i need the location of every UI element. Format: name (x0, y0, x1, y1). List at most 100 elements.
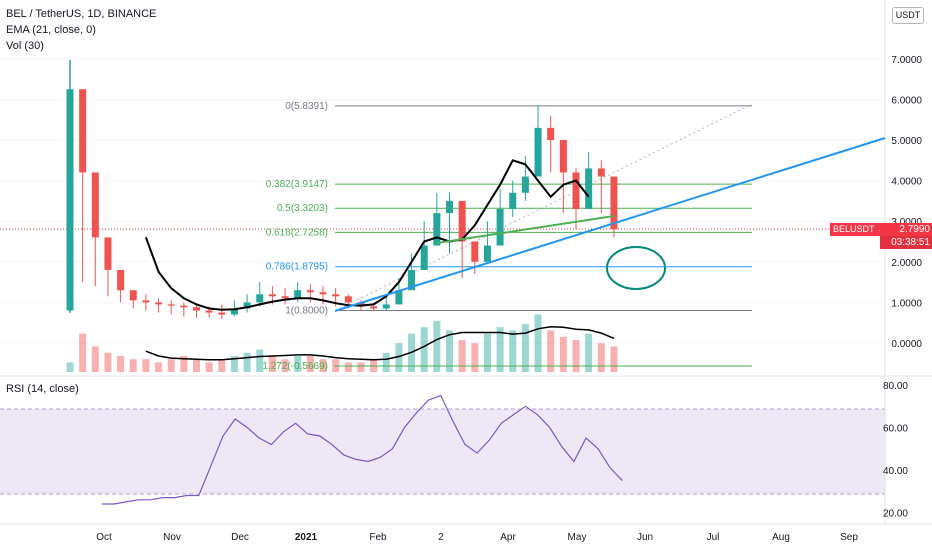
time-tick-label: Nov (163, 532, 181, 543)
volume-bar (79, 333, 87, 372)
time-tick-label: May (568, 532, 587, 543)
candle-body (319, 292, 327, 295)
candle-body (471, 241, 479, 262)
price-tick-label: 2.0000 (891, 258, 922, 269)
candle-body (129, 290, 137, 301)
volume-bar (357, 362, 365, 372)
candle-body (306, 290, 314, 293)
volume-bar (547, 330, 555, 372)
candle-body (91, 172, 99, 238)
candle-body (433, 213, 441, 246)
time-tick-label: Aug (772, 532, 790, 543)
volume-bar (572, 340, 580, 372)
volume-bar (471, 343, 479, 372)
volume-bar (193, 359, 200, 372)
candle-body (610, 176, 618, 230)
candle-body (344, 296, 352, 303)
volume-bar (281, 359, 289, 372)
time-tick-label: Jul (707, 532, 720, 543)
fib-level-label: 0.786(1.8795) (266, 262, 328, 273)
volume-bar (205, 362, 213, 372)
volume-bar (344, 362, 352, 372)
volume-bar (382, 352, 390, 372)
rsi-legend[interactable]: RSI (14, close) (6, 383, 79, 395)
volume-bar (458, 340, 466, 372)
rsi-band (0, 409, 885, 494)
candle-body (395, 290, 403, 305)
candle-body (547, 127, 555, 140)
volume-bar (420, 327, 428, 372)
time-tick-label: 2021 (295, 532, 318, 543)
fib-level-label: 0.618(2.7258) (266, 227, 328, 238)
currency-button[interactable]: USDT (892, 7, 924, 24)
candle-body (597, 168, 605, 177)
volume-bar (268, 356, 276, 372)
candle-body (281, 296, 289, 299)
ema-legend[interactable]: EMA (21, close, 0) (6, 24, 96, 36)
fib-level-label: 0.382(3.9147) (266, 179, 328, 190)
symbol-title: BEL / TetherUS, 1D, BINANCE (6, 8, 157, 20)
candle-body (509, 192, 517, 210)
candle-body (572, 172, 580, 210)
candle-body (79, 89, 87, 173)
rsi-line (102, 394, 623, 505)
candle-body (117, 269, 125, 291)
candle-body (585, 168, 593, 210)
candle-body (205, 310, 213, 313)
candle-body (294, 290, 302, 299)
candle-body (521, 176, 529, 193)
candle-body (268, 294, 276, 297)
price-tick-label: 6.0000 (891, 95, 922, 106)
last-price-badge: 2.7990 (880, 223, 932, 236)
volume-bar (129, 359, 137, 372)
candle-body (496, 209, 504, 246)
volume-bar (446, 330, 453, 372)
time-tick-label: Apr (500, 532, 516, 543)
volume-bar (597, 343, 605, 372)
volume-bar (256, 349, 264, 372)
target-ellipse[interactable] (606, 246, 666, 290)
volume-bar (433, 320, 441, 372)
candle-body (218, 312, 226, 315)
trendline-blue[interactable] (334, 137, 886, 312)
price-tick-label: 3.0000 (891, 217, 922, 228)
candle-body (483, 245, 491, 262)
rsi-axis[interactable]: 80.00 60.00 40.00 20.00 (883, 381, 908, 520)
candle-body (357, 302, 365, 307)
ema-line (144, 159, 590, 311)
candle-body (408, 269, 416, 291)
price-tick-label: 0.0000 (891, 339, 922, 350)
volume-bar (66, 362, 74, 372)
price-tick-label: 5.0000 (891, 136, 922, 147)
volume-bar (509, 330, 517, 372)
price-axis[interactable]: 87.00006.00005.00004.00003.00002.00001.0… (891, 14, 922, 350)
time-tick-label: Feb (369, 532, 387, 543)
candle-body (559, 140, 567, 173)
fib-level-label: 0(5.8391) (285, 101, 328, 112)
volume-bar (306, 356, 314, 372)
price-tick-label: 7.0000 (891, 55, 922, 66)
price-tick-label: 1.0000 (891, 298, 922, 309)
vol-legend[interactable]: Vol (30) (6, 40, 44, 52)
candle-body (382, 304, 390, 309)
volume-bar (610, 346, 618, 372)
volume-bar (243, 352, 251, 372)
time-tick-label: Sep (840, 532, 858, 543)
candle-body (256, 294, 264, 303)
main-grid (0, 58, 885, 344)
volume-bar (483, 333, 491, 372)
time-axis[interactable]: Oct Nov Dec 2021 Feb 2 Apr May Jun Jul Aug Sep (96, 532, 858, 543)
volume-bar (521, 324, 529, 372)
bar-countdown: 03:38:51 (880, 236, 932, 249)
volume-bar (180, 356, 188, 372)
volume-bar (395, 343, 403, 372)
time-tick-label: 2 (438, 532, 444, 543)
trendline-green[interactable] (436, 215, 615, 244)
volume-bar (559, 336, 567, 372)
rsi-tick-label: 40.00 (883, 466, 908, 477)
candle-body (420, 245, 428, 270)
time-tick-label: Oct (96, 532, 112, 543)
candle-body (155, 302, 163, 305)
fibonacci-retracement[interactable]: 0(5.8391) 0.382(3.9147) 0.5(3.3203) 0.618(2… (262, 101, 753, 372)
